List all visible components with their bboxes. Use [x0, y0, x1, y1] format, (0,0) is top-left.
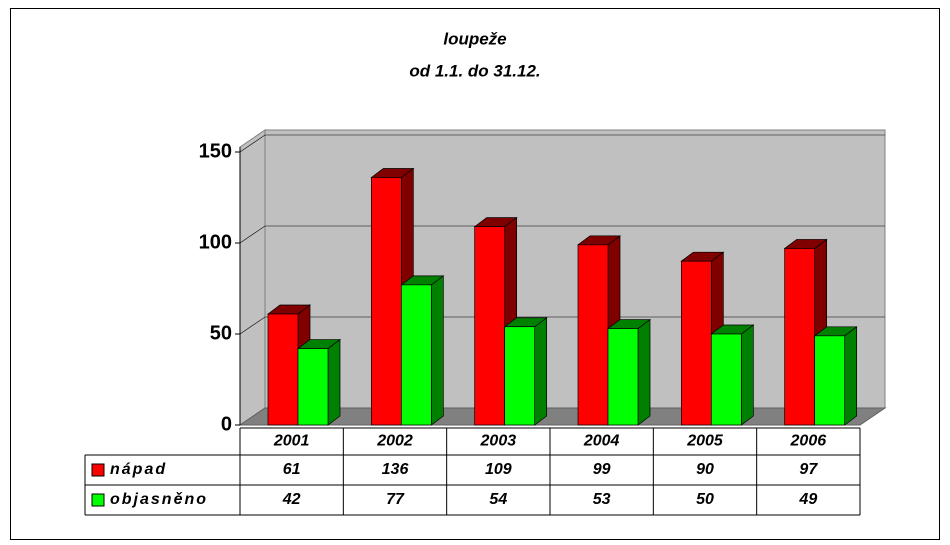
bar	[814, 335, 846, 426]
bar	[680, 260, 712, 426]
table-value: 54	[489, 491, 507, 508]
legend-swatch	[91, 463, 105, 477]
bar-side	[740, 324, 754, 426]
side-wall	[239, 129, 266, 426]
table-value: 90	[696, 461, 714, 478]
bar-side	[327, 338, 341, 426]
x-tick-label: 2006	[790, 433, 827, 450]
table-value: 49	[798, 491, 817, 508]
table-value: 109	[485, 461, 512, 478]
bar	[710, 333, 742, 426]
legend-label: objasněno	[110, 491, 208, 508]
grid-line	[239, 225, 885, 244]
x-tick-label: 2005	[686, 433, 724, 450]
bar	[784, 248, 816, 426]
y-tick-label: 0	[221, 413, 232, 435]
bar	[504, 326, 536, 426]
grid-line	[239, 134, 885, 153]
x-tick-label: 2003	[480, 433, 517, 450]
bar	[297, 348, 329, 426]
table-value: 50	[696, 491, 714, 508]
table-value: 136	[382, 461, 409, 478]
chart-subtitle: od 1.1. do 31.12.	[409, 61, 540, 80]
chart-title: loupeže	[443, 29, 506, 48]
table-value: 99	[593, 461, 611, 478]
table-value: 61	[283, 461, 301, 478]
bar-side	[637, 318, 651, 426]
y-tick-label: 50	[210, 322, 232, 344]
x-tick-label: 2004	[583, 433, 620, 450]
bar	[577, 244, 609, 426]
x-tick-label: 2001	[273, 433, 310, 450]
bar	[267, 313, 299, 426]
legend-swatch	[91, 493, 105, 507]
table-value: 53	[593, 491, 611, 508]
table-value: 77	[386, 491, 405, 508]
bar	[400, 284, 432, 426]
bar-side	[430, 275, 444, 426]
bar	[370, 177, 402, 426]
grid-line	[239, 316, 885, 335]
bar	[607, 328, 639, 426]
legend-label: nápad	[110, 461, 167, 478]
bar	[474, 226, 506, 426]
y-tick-label: 100	[199, 231, 232, 253]
bar-side	[844, 326, 858, 426]
table-value: 97	[799, 461, 818, 478]
x-tick-label: 2002	[376, 433, 413, 450]
table-value: 42	[282, 491, 301, 508]
bar-side	[534, 317, 548, 426]
y-tick-label: 150	[199, 140, 232, 162]
